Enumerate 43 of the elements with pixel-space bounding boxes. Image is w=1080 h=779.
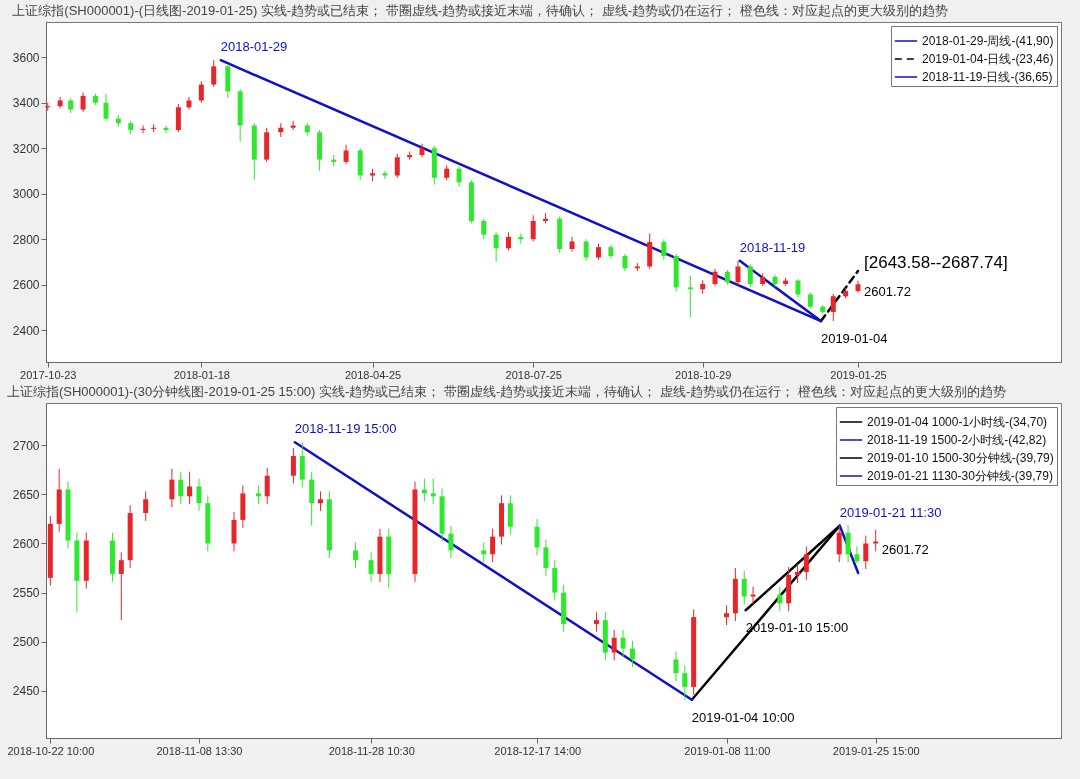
annotation: 2019-01-04 <box>820 331 888 347</box>
annotation: [2643.58--2687.74] <box>864 253 1008 273</box>
annotation: 2018-11-19 15:00 <box>294 421 397 437</box>
y-tick-label: 2600 <box>12 536 40 551</box>
legend-label: 2018-01-29-周线-(41,90) <box>922 34 1054 48</box>
x-tick-label: 2019-01-25 <box>830 368 887 381</box>
y-tick-label: 2800 <box>12 232 40 247</box>
legend-label: 2018-11-19-日线-(36,65) <box>922 70 1053 84</box>
y-tick-label: 2500 <box>12 635 40 650</box>
x-tick-label: 2018-12-17 14:00 <box>494 744 582 757</box>
legend-label: 2018-11-19 1500-2小时线-(42,82) <box>867 433 1047 447</box>
y-tick-label: 2550 <box>12 586 40 601</box>
chart-title: 上证综指(SH000001)-(30分钟线图-2019-01-25 15:00) 实线-趋势或已结束； 带圈虚线-趋势或接近末端，待确认； 虚线-趋势或仍在运行； 橙色线：对应起点的更大级别的趋势 <box>6 384 1006 399</box>
y-tick-label: 2600 <box>12 278 40 293</box>
annotation: 2019-01-04 10:00 <box>691 709 795 725</box>
y-tick-label: 3600 <box>12 50 40 65</box>
legend-label: 2019-01-04-日线-(23,46) <box>922 52 1054 66</box>
annotation: 2018-01-29 <box>220 39 288 55</box>
legend-label: 2019-01-04 1000-1小时线-(34,70) <box>867 415 1048 429</box>
annotation: 2601.72 <box>864 284 911 300</box>
legend-label: 2019-01-21 1130-30分钟线-(39,79) <box>867 469 1053 483</box>
annotation: 2601.72 <box>881 541 929 557</box>
x-tick-label: 2019-01-25 15:00 <box>832 744 920 757</box>
x-tick-label: 2018-07-25 <box>505 368 562 381</box>
x-tick-label: 2017-10-23 <box>20 368 77 381</box>
legend-label: 2019-01-10 1500-30分钟线-(39,79) <box>867 451 1054 465</box>
y-tick-label: 3400 <box>12 96 40 111</box>
x-tick-label: 2018-10-22 10:00 <box>7 744 95 757</box>
x-tick-label: 2018-04-25 <box>344 368 402 381</box>
y-tick-label: 2400 <box>12 323 40 338</box>
x-tick-label: 2018-11-28 10:30 <box>328 744 415 757</box>
annotation: 2019-01-21 11:30 <box>839 504 942 520</box>
x-tick-label: 2019-01-08 11:00 <box>684 744 771 757</box>
y-tick-label: 2650 <box>12 487 40 502</box>
y-tick-label: 2700 <box>12 438 40 453</box>
chart-title: 上证综指(SH000001)-(日线图-2019-01-25) 实线-趋势或已结束； 带圈虚线-趋势或接近末端，待确认； 虚线-趋势或仍在运行； 橙色线：对应起点的更大级别的趋势 <box>12 3 948 18</box>
x-tick-label: 2018-11-08 13:30 <box>156 744 243 757</box>
y-tick-label: 3200 <box>12 141 40 156</box>
annotation: 2018-11-19 <box>739 239 806 255</box>
x-tick-label: 2018-01-18 <box>173 368 230 381</box>
x-tick-label: 2018-10-29 <box>675 368 732 381</box>
y-tick-label: 3000 <box>12 187 40 202</box>
y-tick-label: 2450 <box>12 684 40 699</box>
